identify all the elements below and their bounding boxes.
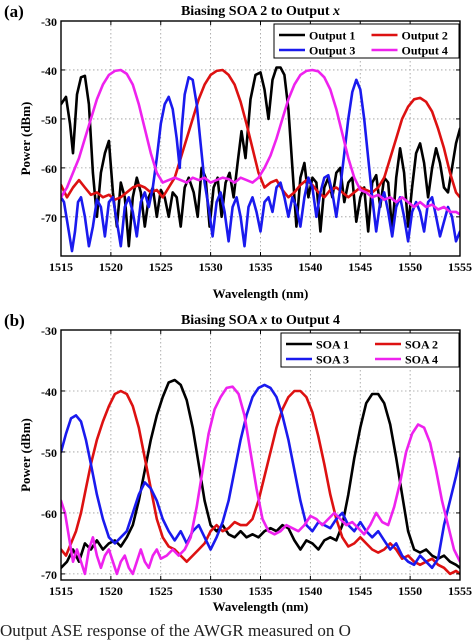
chart-title: Biasing SOA 2 to Output x <box>181 4 340 19</box>
x-tick-label: 1530 <box>199 584 223 598</box>
chart-panel-b: 1515 1520 1525 1530 1535 1540 1545 1550 1555 -30 -… <box>4 311 472 614</box>
series-line-soa-4 <box>61 385 460 576</box>
legend: SOA 1 SOA 2 SOA 3 SOA 4 <box>280 332 460 368</box>
y-tick-label: -60 <box>41 507 57 521</box>
x-tick-label: 1525 <box>149 260 173 274</box>
x-tick-label: 1555 <box>448 260 472 274</box>
x-tick-label: 1520 <box>99 584 123 598</box>
y-tick-label: -30 <box>41 324 57 338</box>
legend-label: Output 3 <box>309 44 355 58</box>
x-tick-label: 1535 <box>249 260 273 274</box>
x-tick-label: 1515 <box>49 260 73 274</box>
series-line-output-2 <box>61 68 460 201</box>
legend-box <box>273 23 460 59</box>
y-tick-label: -40 <box>41 64 57 78</box>
x-tick-label: 1540 <box>298 584 322 598</box>
y-tick-label: -70 <box>41 211 57 225</box>
x-tick-label: 1525 <box>149 584 173 598</box>
series-line-soa-1 <box>61 378 460 570</box>
x-tick-label: 1530 <box>199 260 223 274</box>
panel-label: (b) <box>4 311 25 330</box>
y-tick-label: -50 <box>41 113 57 127</box>
x-tick-label: 1535 <box>249 584 273 598</box>
legend-label: Output 4 <box>402 44 448 58</box>
legend-label: Output 1 <box>309 29 355 43</box>
y-tick-label: -50 <box>41 446 57 460</box>
series-group <box>61 66 460 253</box>
legend-box <box>280 332 460 368</box>
figure-caption: Output ASE response of the AWGR measured… <box>0 621 351 640</box>
series-line-output-1 <box>61 66 460 248</box>
x-tick-label: 1515 <box>49 584 73 598</box>
x-tick-label: 1545 <box>348 260 372 274</box>
series-line-soa-3 <box>61 383 460 570</box>
y-tick-label: -40 <box>41 385 57 399</box>
x-tick-label: 1550 <box>398 260 422 274</box>
x-axis-label: Wavelength (nm) <box>213 599 309 614</box>
series-group <box>61 378 460 576</box>
series-line-output-4 <box>61 68 460 216</box>
chart-title: Biasing SOA x to Output 4 <box>181 313 340 328</box>
legend-label: SOA 1 <box>316 338 349 352</box>
y-axis-label: Power (dBm) <box>18 102 33 176</box>
series-line-output-3 <box>61 76 460 253</box>
x-axis-label: Wavelength (nm) <box>213 286 309 301</box>
y-tick-label: -30 <box>41 15 57 29</box>
x-tick-label: 1520 <box>99 260 123 274</box>
panel-label: (a) <box>4 2 24 21</box>
x-tick-label: 1550 <box>398 584 422 598</box>
x-tick-label: 1545 <box>348 584 372 598</box>
y-tick-label: -70 <box>41 568 57 582</box>
legend-label: SOA 4 <box>405 353 438 367</box>
y-tick-label: -60 <box>41 162 57 176</box>
y-axis-label: Power (dBm) <box>18 418 33 492</box>
legend: Output 1 Output 2 Output 3 Output 4 <box>273 23 460 59</box>
legend-label: Output 2 <box>402 29 448 43</box>
chart-panel-a: 1515 1520 1525 1530 1535 1540 1545 1550 1555 -30 -… <box>4 2 472 301</box>
legend-label: SOA 3 <box>316 353 349 367</box>
x-tick-label: 1555 <box>448 584 472 598</box>
legend-label: SOA 2 <box>405 338 438 352</box>
x-tick-label: 1540 <box>298 260 322 274</box>
